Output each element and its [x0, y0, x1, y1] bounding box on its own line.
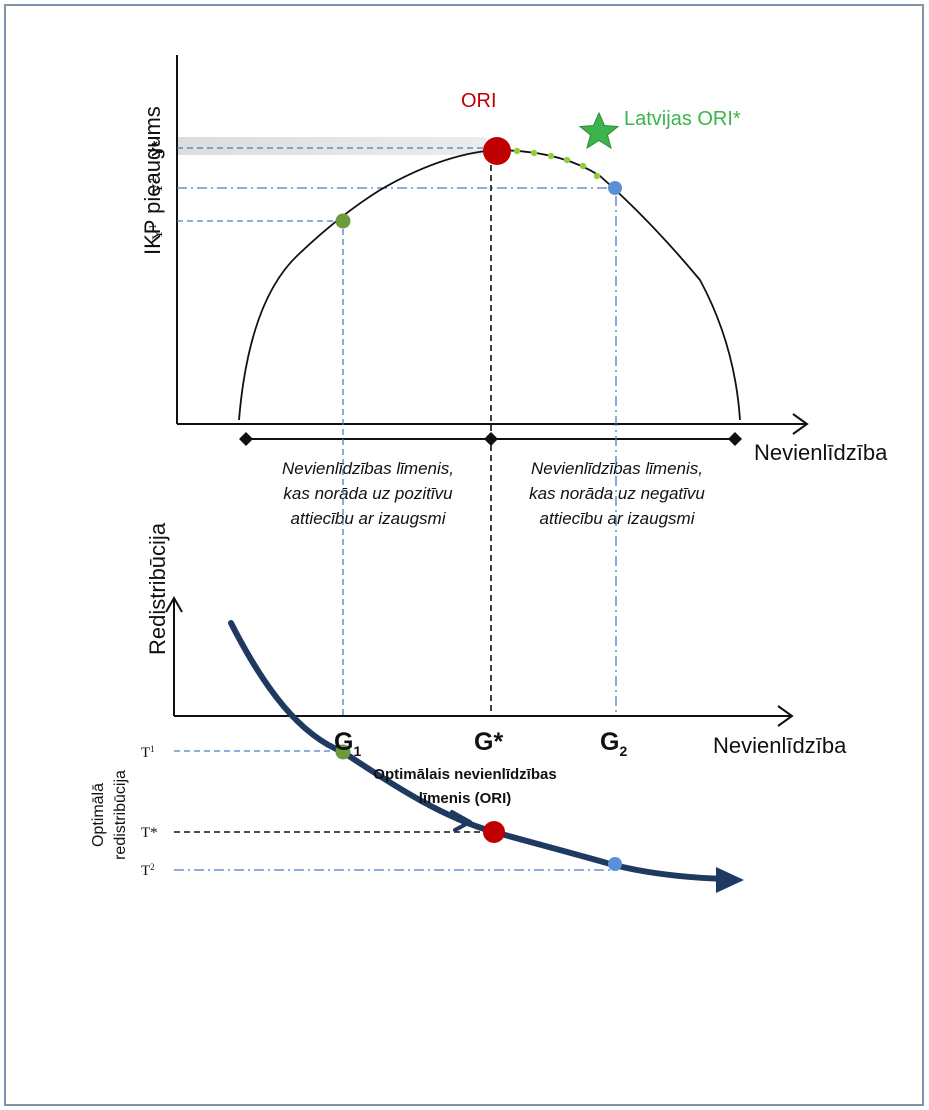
svg-text:Y2: Y2 — [148, 178, 166, 194]
bottom-x-axis-arrow-icon — [777, 705, 794, 727]
region-left-text: Nevienlīdzības līmenis, kas norāda uz po… — [282, 459, 454, 528]
trail-dot — [593, 172, 601, 180]
curve-mid-arrow-icon — [450, 810, 472, 832]
top-x-axis-label: Nevienlīdzība — [754, 440, 888, 465]
svg-text:Y1: Y1 — [148, 224, 166, 240]
g1-tick: G1 — [334, 728, 361, 759]
svg-text:kas norāda uz pozitīvu: kas norāda uz pozitīvu — [283, 484, 453, 503]
svg-text:līmenis (ORI): līmenis (ORI) — [419, 790, 512, 807]
svg-text:attiecību ar izaugsmi: attiecību ar izaugsmi — [291, 509, 447, 528]
t1-tick: T1 — [141, 744, 155, 761]
g2-tick: G2 — [600, 728, 627, 759]
range-right-diamond-icon — [728, 432, 742, 446]
bottom-y-axis-sublabel: Optimālā redistribūcija — [90, 770, 129, 860]
ori-caption: Optimālais nevienlīdzības līmenis (ORI) — [373, 766, 556, 807]
latvia-ori-label: Latvijas ORI* — [624, 108, 741, 130]
point-g1-top — [335, 213, 351, 229]
latvia-trail — [513, 147, 601, 180]
point-g2-top — [608, 181, 622, 195]
bottom-x-axis-label: Nevienlīdzība — [713, 733, 847, 758]
trail-dot — [513, 147, 521, 155]
y-star-tick: Y* — [149, 141, 166, 157]
svg-text:kas norāda uz negatīvu: kas norāda uz negatīvu — [529, 484, 705, 503]
ori-point — [483, 137, 511, 165]
curve-end-arrow-icon — [716, 867, 744, 893]
growth-curve — [238, 149, 741, 421]
bottom-y-axis-label: Redistribūcija — [145, 522, 170, 655]
svg-text:Y*: Y* — [149, 141, 166, 157]
top-y-axis-label: IKP pieaugums — [140, 106, 165, 255]
trail-dot — [579, 162, 587, 170]
t2-tick: T2 — [141, 862, 155, 879]
top-x-axis-arrow-icon — [792, 413, 809, 435]
star-icon — [578, 111, 620, 150]
svg-text:attiecību ar izaugsmi: attiecību ar izaugsmi — [540, 509, 696, 528]
ori-label: ORI — [461, 90, 497, 112]
ori-point-bottom — [483, 821, 505, 843]
top-chart: IKP pieaugums Nevienlīdzība ORI Latvijas… — [140, 55, 888, 528]
y1-tick: Y1 — [148, 224, 166, 240]
svg-text:Nevienlīdzības līmenis,: Nevienlīdzības līmenis, — [531, 459, 703, 478]
region-right-text: Nevienlīdzības līmenis, kas norāda uz ne… — [529, 459, 705, 528]
svg-text:Nevienlīdzības līmenis,: Nevienlīdzības līmenis, — [282, 459, 454, 478]
y-star-band — [178, 137, 486, 155]
bottom-y-axis-arrow-icon — [165, 595, 183, 613]
redistribution-curve — [228, 620, 731, 882]
trail-dot — [530, 149, 538, 157]
range-left-diamond-icon — [239, 432, 253, 446]
tstar-tick: T* — [141, 825, 158, 841]
point-g1-bottom — [335, 744, 351, 760]
bottom-chart — [165, 595, 794, 871]
svg-text:Optimālais nevienlīdzības: Optimālais nevienlīdzības — [373, 766, 556, 783]
y2-tick: Y2 — [148, 178, 166, 194]
svg-text:redistribūcija: redistribūcija — [112, 770, 129, 860]
gstar-tick: G* — [474, 728, 503, 756]
outer-frame — [4, 4, 924, 1106]
point-g2-bottom — [608, 857, 622, 871]
trail-dot — [563, 156, 571, 164]
svg-text:Optimālā: Optimālā — [90, 783, 107, 847]
trail-dot — [547, 152, 555, 160]
